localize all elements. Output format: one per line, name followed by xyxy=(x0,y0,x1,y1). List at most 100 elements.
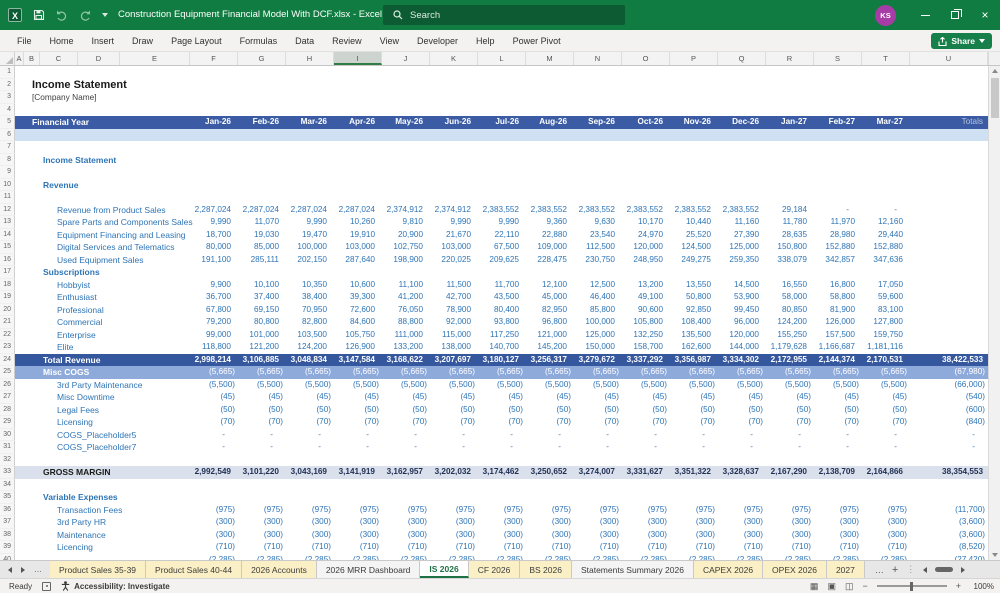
row-label-hobbyist[interactable]: Hobbyist xyxy=(57,279,91,290)
cell[interactable]: 2,374,912 xyxy=(434,204,471,214)
cell[interactable]: 78,900 xyxy=(445,304,471,314)
cell[interactable]: - xyxy=(846,204,849,214)
section-header-cell[interactable]: Subscriptions xyxy=(43,267,100,277)
ribbon-tab-help[interactable]: Help xyxy=(476,35,495,46)
cell[interactable]: 29,440 xyxy=(877,229,903,239)
cell[interactable]: (50) xyxy=(268,404,283,414)
cell[interactable]: 121,000 xyxy=(537,329,567,339)
cell[interactable]: 155,250 xyxy=(777,329,807,339)
cell[interactable]: 3,207,697 xyxy=(434,354,471,364)
cell[interactable]: (70) xyxy=(412,417,427,426)
cell[interactable]: 1,179,628 xyxy=(770,342,807,351)
cell-total[interactable] xyxy=(910,304,988,317)
cell[interactable]: 90,600 xyxy=(637,304,663,314)
ribbon-tab-formulas[interactable]: Formulas xyxy=(239,35,278,46)
cell[interactable]: 3,106,885 xyxy=(242,354,279,364)
ribbon-tab-home[interactable]: Home xyxy=(49,35,74,46)
cell[interactable]: (70) xyxy=(652,417,667,426)
cell[interactable]: 80,000 xyxy=(205,242,231,251)
cell[interactable]: - xyxy=(702,442,705,451)
cell[interactable]: 20,900 xyxy=(397,229,423,239)
row-number[interactable]: 24 xyxy=(0,353,15,366)
cell[interactable]: 43,500 xyxy=(493,292,519,301)
cell[interactable]: (70) xyxy=(892,417,907,426)
cell[interactable]: 10,170 xyxy=(637,217,663,226)
cell[interactable]: 82,800 xyxy=(301,317,327,326)
cell[interactable]: (300) xyxy=(215,529,235,539)
cell[interactable]: - xyxy=(414,442,417,451)
cell[interactable]: (710) xyxy=(887,542,907,551)
cell[interactable]: (45) xyxy=(892,392,907,401)
cell[interactable]: 2,287,024 xyxy=(242,204,279,214)
cell[interactable]: 109,000 xyxy=(537,242,567,251)
row-number[interactable]: 4 xyxy=(0,103,15,116)
cell[interactable]: (710) xyxy=(455,542,475,551)
zoom-slider[interactable] xyxy=(876,581,947,591)
sheet-tab-2026-accounts[interactable]: 2026 Accounts xyxy=(242,561,317,578)
cell[interactable]: (975) xyxy=(263,504,283,514)
row-number[interactable]: 12 xyxy=(0,203,15,216)
cell[interactable]: 92,000 xyxy=(445,317,471,326)
row-number[interactable]: 23 xyxy=(0,341,15,354)
cell[interactable]: 41,200 xyxy=(397,292,423,301)
cell[interactable]: 112,500 xyxy=(586,242,615,251)
cell[interactable]: 198,900 xyxy=(393,254,423,264)
cell[interactable]: 285,111 xyxy=(250,254,279,264)
cell[interactable]: (300) xyxy=(695,517,715,526)
sheet-tab-cf-2026[interactable]: CF 2026 xyxy=(468,561,521,578)
cell[interactable]: 162,600 xyxy=(681,342,711,351)
cell[interactable]: 36,700 xyxy=(205,292,231,301)
cell[interactable]: (300) xyxy=(359,517,379,526)
row-number[interactable]: 32 xyxy=(0,453,15,466)
cell[interactable]: 220,025 xyxy=(441,254,471,264)
cell[interactable]: 58,800 xyxy=(829,292,855,301)
cell[interactable]: (2,285) xyxy=(689,554,715,561)
cell[interactable]: (300) xyxy=(503,529,523,539)
cell[interactable]: 121,200 xyxy=(249,342,279,351)
scroll-up-icon[interactable] xyxy=(992,69,998,73)
cell[interactable]: (975) xyxy=(791,504,811,514)
cell[interactable]: (710) xyxy=(215,542,235,551)
zoom-out-icon[interactable]: − xyxy=(862,581,868,591)
cell[interactable]: (2,285) xyxy=(401,554,427,561)
cell[interactable]: 150,800 xyxy=(777,242,807,251)
row-number[interactable]: 27 xyxy=(0,391,15,404)
cell[interactable]: - xyxy=(270,429,273,439)
cell[interactable]: 99,000 xyxy=(205,329,231,339)
month-header-cell[interactable]: Nov-26 xyxy=(683,117,711,126)
cell[interactable]: 39,300 xyxy=(349,292,375,301)
month-header-cell[interactable]: Jan-27 xyxy=(781,117,807,126)
scroll-down-icon[interactable] xyxy=(992,553,998,557)
cell-total[interactable] xyxy=(910,341,988,354)
cell[interactable]: (5,500) xyxy=(401,379,427,389)
cell[interactable]: 42,700 xyxy=(445,292,471,301)
tabs-overflow-icon[interactable]: … xyxy=(874,564,884,575)
cell[interactable]: 13,200 xyxy=(637,279,663,289)
cell[interactable]: (710) xyxy=(791,542,811,551)
cell[interactable]: 46,400 xyxy=(589,292,615,301)
cell[interactable]: (2,285) xyxy=(305,554,331,561)
cell[interactable]: 25,520 xyxy=(685,229,711,239)
cell[interactable]: (2,285) xyxy=(449,554,475,561)
cell[interactable]: (300) xyxy=(839,529,859,539)
cell[interactable]: (5,500) xyxy=(305,379,331,389)
cell[interactable]: 45,000 xyxy=(541,292,567,301)
excel-app-icon[interactable]: X xyxy=(8,8,22,22)
column-header-Q[interactable]: Q xyxy=(718,52,766,65)
row-label-misc-cogs[interactable]: Misc COGS xyxy=(43,367,90,377)
cell[interactable]: 59,600 xyxy=(877,292,903,301)
cell[interactable]: 2,383,552 xyxy=(626,204,663,214)
cell[interactable]: 2,170,531 xyxy=(866,354,903,364)
cell[interactable]: (70) xyxy=(796,417,811,426)
row-label-3rd-party-maintenance[interactable]: 3rd Party Maintenance xyxy=(57,379,143,390)
cell[interactable]: (5,500) xyxy=(497,379,523,389)
month-header-cell[interactable]: Feb-27 xyxy=(828,117,855,126)
cell[interactable]: 230,750 xyxy=(585,254,615,264)
cell[interactable]: 102,750 xyxy=(393,242,423,251)
cell[interactable]: (300) xyxy=(743,529,763,539)
cell[interactable]: (300) xyxy=(839,517,859,526)
row-number[interactable]: 7 xyxy=(0,141,15,154)
cell[interactable]: (5,500) xyxy=(785,379,811,389)
cell[interactable]: 10,600 xyxy=(349,279,375,289)
cell[interactable]: 19,030 xyxy=(253,229,279,239)
